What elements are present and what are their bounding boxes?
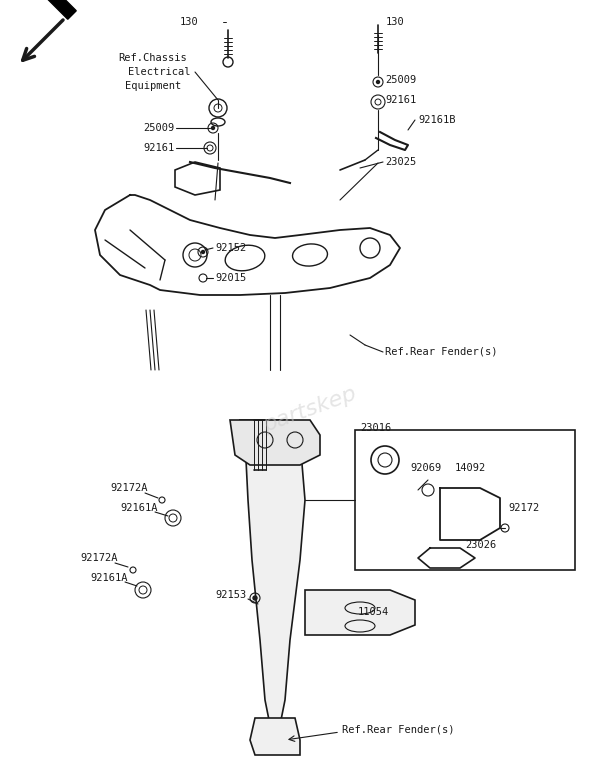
Text: partskep: partskep — [260, 384, 359, 436]
Polygon shape — [230, 420, 320, 465]
Text: 92172A: 92172A — [80, 553, 118, 563]
Text: Ref.Rear Fender(s): Ref.Rear Fender(s) — [385, 347, 497, 357]
Text: 92172A: 92172A — [110, 483, 148, 493]
Text: 23026: 23026 — [465, 540, 496, 550]
Text: 130: 130 — [386, 17, 405, 27]
Polygon shape — [240, 420, 305, 725]
Text: 92152: 92152 — [215, 243, 246, 253]
Text: 92161B: 92161B — [418, 115, 455, 125]
Circle shape — [253, 596, 257, 600]
Polygon shape — [305, 590, 415, 635]
Text: Ref.Rear Fender(s): Ref.Rear Fender(s) — [342, 725, 455, 735]
Text: Electrical: Electrical — [128, 67, 191, 77]
Text: 92161A: 92161A — [120, 503, 157, 513]
Text: Equipment: Equipment — [125, 81, 181, 91]
Text: 14092: 14092 — [455, 463, 486, 473]
Text: 92153: 92153 — [215, 590, 246, 600]
Polygon shape — [250, 718, 300, 755]
FancyArrow shape — [15, 0, 76, 19]
Text: 25009: 25009 — [385, 75, 416, 85]
Text: 92015: 92015 — [215, 273, 246, 283]
Text: 11054: 11054 — [358, 607, 389, 617]
Text: 23016: 23016 — [360, 423, 391, 433]
Text: 25009: 25009 — [144, 123, 175, 133]
Text: 92161: 92161 — [385, 95, 416, 105]
Text: 130: 130 — [179, 17, 198, 27]
Text: 92161A: 92161A — [90, 573, 128, 583]
Text: 23025: 23025 — [385, 157, 416, 167]
Circle shape — [377, 81, 380, 84]
Bar — [355, 430, 575, 570]
Text: 92161: 92161 — [144, 143, 175, 153]
Text: Ref.Chassis: Ref.Chassis — [118, 53, 187, 63]
Text: 92172: 92172 — [508, 503, 539, 513]
Text: 92069: 92069 — [410, 463, 441, 473]
Circle shape — [212, 126, 215, 129]
Circle shape — [202, 250, 205, 253]
